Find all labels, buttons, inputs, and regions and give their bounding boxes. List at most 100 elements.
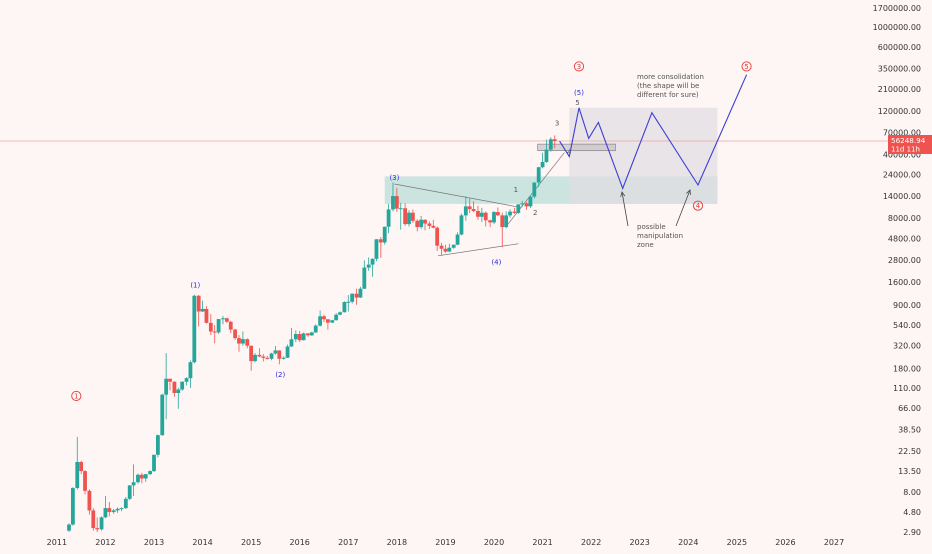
y-tick-label: 13.50 (898, 467, 921, 476)
wave-label-0: 1 (71, 390, 82, 402)
zone-small-grey (537, 143, 616, 152)
candle-16 (131, 464, 136, 496)
candle-25 (168, 378, 172, 391)
candle-body (107, 508, 112, 513)
candle-119 (548, 137, 553, 152)
candle-body (536, 167, 541, 183)
candle-12 (115, 507, 120, 513)
candle-75 (370, 258, 375, 277)
wave-label-2: (2) (275, 371, 285, 379)
candle-4 (83, 470, 87, 495)
candle-body (123, 498, 128, 509)
price-badge-countdown: 11d 11h (891, 145, 920, 153)
candle-body (378, 239, 383, 243)
candle-body (83, 471, 87, 491)
wave-label-text: 5 (575, 99, 579, 107)
y-tick-label: 110.00 (893, 384, 921, 393)
candle-body (200, 308, 205, 312)
candle-body (273, 350, 278, 354)
wave-label-3: (3) (389, 174, 399, 182)
candle-body (306, 333, 310, 336)
candle-body (325, 319, 330, 323)
candle-body (103, 508, 108, 518)
y-tick-label: 4800.00 (888, 234, 921, 243)
projection-path (559, 74, 748, 190)
candle-body (168, 378, 172, 382)
candle-8 (99, 516, 104, 531)
candle-body (91, 510, 96, 529)
candle-53 (281, 356, 286, 360)
candle-body (447, 247, 452, 252)
candle-body (508, 211, 512, 216)
wave-label-1: (1) (190, 281, 200, 289)
x-tick-label: 2015 (241, 538, 261, 547)
candle-51 (273, 345, 278, 355)
candle-body (552, 139, 557, 141)
arrow-shaft (621, 191, 629, 227)
candle-66 (334, 313, 339, 321)
candle-120 (552, 135, 557, 149)
y-axis[interactable]: 1700000.00 1000000.00 600000.00 350000.00 21… (873, 4, 921, 537)
y-tick-label: 2800.00 (888, 256, 921, 265)
candle-108 (504, 211, 509, 229)
wave-label-text: 3 (555, 120, 559, 128)
candle-102 (479, 207, 484, 222)
wave-label-text: (3) (389, 174, 399, 182)
candle-body (160, 394, 165, 436)
candle-body (520, 203, 525, 205)
candle-36 (212, 324, 217, 344)
candle-body (516, 204, 521, 213)
candle-112 (520, 200, 525, 208)
y-tick-label: 210000.00 (878, 85, 921, 94)
candle-body (524, 203, 529, 207)
y-tick-label: 180.00 (893, 365, 921, 374)
y-tick-label: 600000.00 (878, 43, 921, 52)
x-axis[interactable]: 2011 2012 2013 2014 2015 2016 2017 2018 2019 2020… (47, 538, 845, 547)
candle-body (398, 208, 403, 210)
candle-44 (245, 338, 250, 349)
x-tick-label: 2013 (144, 538, 164, 547)
candle-body (269, 353, 274, 359)
wave-circle (741, 61, 752, 72)
candle-84 (407, 210, 411, 227)
arrow-head (620, 191, 626, 197)
candle-55 (289, 328, 294, 347)
candle-body (208, 322, 213, 332)
candle-1 (70, 487, 75, 526)
candle-body (350, 293, 355, 302)
candle-74 (366, 257, 371, 271)
candle-body (419, 219, 424, 228)
y-tick-label: 14000.00 (883, 192, 921, 201)
candle-body (245, 339, 250, 346)
candle-body (95, 528, 100, 530)
candle-97 (459, 213, 464, 236)
candle-body (127, 485, 132, 499)
y-tick-label: 8.00 (903, 488, 921, 497)
candle-body (495, 212, 500, 216)
candle-88 (423, 219, 427, 231)
candle-56 (293, 330, 298, 343)
candle-17 (136, 473, 140, 484)
x-tick-label: 2018 (387, 538, 407, 547)
candle-body (435, 227, 440, 246)
candle-body (492, 212, 496, 223)
candle-body (115, 508, 120, 511)
x-tick-label: 2016 (290, 538, 310, 547)
candle-82 (398, 202, 403, 230)
candle-body (136, 474, 140, 483)
candle-body (196, 295, 201, 312)
candle-body (459, 215, 464, 235)
wave-label-text: 1 (74, 392, 78, 400)
candle-body (212, 331, 217, 333)
candle-54 (285, 344, 290, 358)
wave-label-7: 4 (692, 200, 704, 211)
wave-label-9: 1 (514, 186, 518, 194)
candle-body (504, 215, 509, 228)
candle-93 (443, 244, 448, 253)
trendline-1 (438, 243, 519, 257)
candle-body (313, 325, 318, 333)
candle-89 (427, 221, 432, 229)
candle-body (362, 267, 367, 289)
